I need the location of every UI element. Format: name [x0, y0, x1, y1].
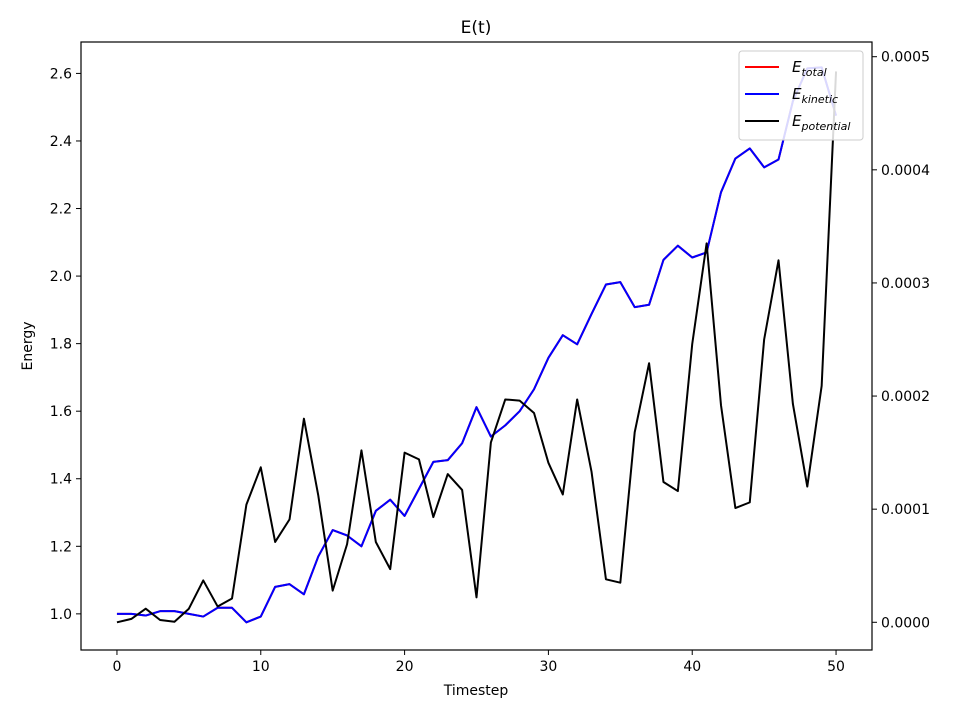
series-line-e-kinetic — [116, 66, 838, 624]
x-tick-label: 10 — [252, 659, 270, 675]
plot-frame — [80, 41, 873, 651]
y-tick-label: 1.8 — [50, 337, 72, 353]
legend-label-subscript: kinetic — [801, 93, 838, 106]
y2-tick-label: 0.0000 — [881, 615, 930, 631]
legend-label-main: E — [792, 112, 802, 130]
y-tick-label: 1.4 — [50, 472, 72, 488]
legend-label-e-total: Etotal — [792, 58, 827, 79]
y-tick-label: 2.6 — [50, 66, 72, 82]
x-tick-label: 20 — [396, 659, 414, 675]
y2-tick-label: 0.0004 — [881, 163, 930, 179]
axes: 0 10 20 30 40 50 1.0 1.2 1.4 1.6 1.8 2.0 2.2 2.4 2.6 0.… — [50, 50, 930, 675]
y-tick-label: 1.6 — [50, 404, 72, 420]
series-line-e-potential — [116, 71, 838, 624]
x-tick-label: 30 — [539, 659, 557, 675]
legend-label-main: E — [792, 58, 802, 76]
y2-tick-label: 0.0005 — [881, 50, 930, 66]
plot-lines — [116, 66, 838, 624]
legend-label-main: E — [792, 85, 802, 103]
x-tick-label: 0 — [112, 659, 121, 675]
y2-tick-label: 0.0003 — [881, 276, 930, 292]
legend-label-subscript: potential — [800, 120, 850, 133]
y-axis-label: Energy — [20, 321, 36, 370]
x-axis-label: Timestep — [443, 683, 509, 699]
legend-label-e-kinetic: Ekinetic — [792, 85, 838, 106]
chart-title: E(t) — [461, 18, 492, 38]
y2-tick-label: 0.0001 — [881, 502, 930, 518]
legend-label-subscript: total — [801, 66, 826, 79]
y-tick-label: 2.4 — [50, 134, 72, 150]
y-tick-label: 1.2 — [50, 539, 72, 555]
y-tick-label: 2.0 — [50, 269, 72, 285]
y2-tick-label: 0.0002 — [881, 389, 930, 405]
x-tick-label: 50 — [827, 659, 845, 675]
x-tick-label: 40 — [683, 659, 701, 675]
legend-box — [738, 50, 864, 141]
y-tick-label: 2.2 — [50, 202, 72, 218]
y-tick-label: 1.0 — [50, 607, 72, 623]
legend-label-e-potential: Epotential — [792, 112, 850, 133]
